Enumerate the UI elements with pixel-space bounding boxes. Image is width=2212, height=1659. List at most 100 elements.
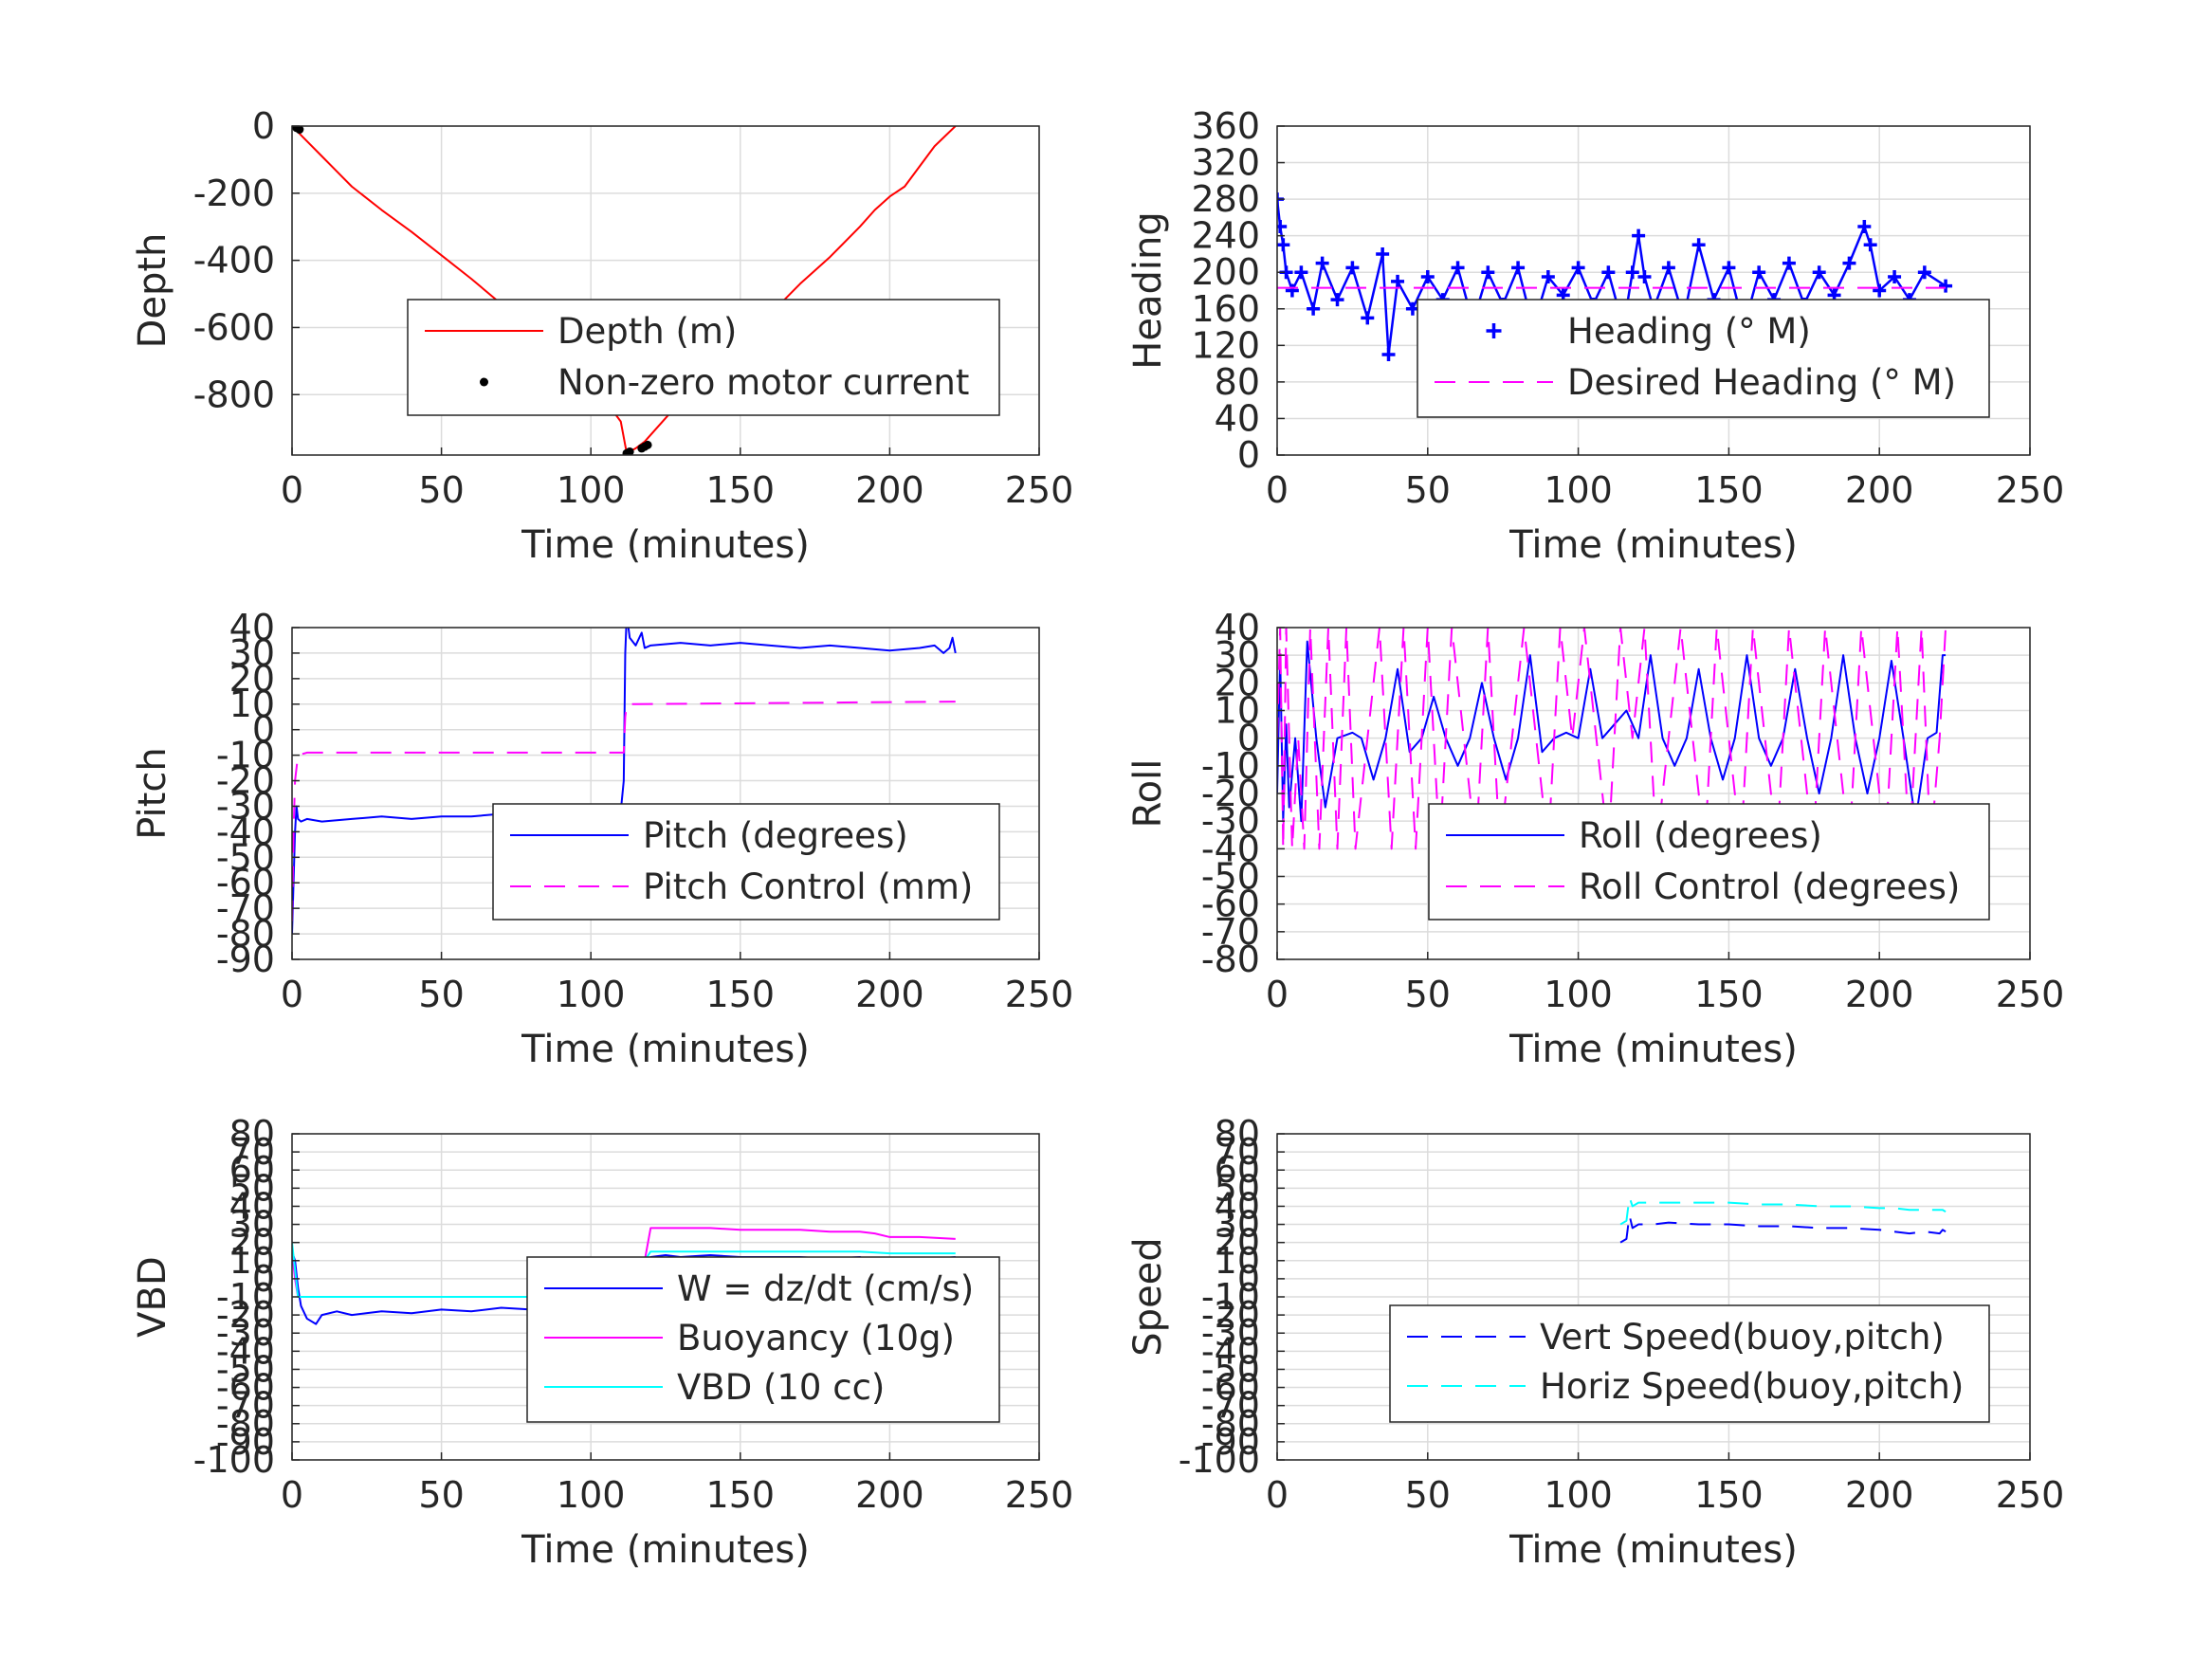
roll-ylabel: Roll bbox=[1126, 759, 1170, 829]
speed-xtick-label: 100 bbox=[1544, 1474, 1613, 1516]
roll-ytick-label: 30 bbox=[1215, 634, 1260, 676]
heading-series-0-marker bbox=[1888, 270, 1902, 284]
vbd-chart: 0 50 100 150 200 25080706050403020100-10-20-3… bbox=[131, 1113, 1073, 1572]
vbd-xtick-label: 0 bbox=[281, 1474, 303, 1516]
pitch-ytick-label: -90 bbox=[216, 939, 275, 980]
roll-ytick-label: -70 bbox=[1201, 911, 1260, 953]
heading-xtick-label: 150 bbox=[1694, 469, 1764, 511]
speed-ytick-label: -40 bbox=[1201, 1330, 1260, 1372]
vbd-ytick-label: -50 bbox=[216, 1348, 275, 1390]
heading-series-0-marker bbox=[1625, 265, 1639, 280]
vbd-ytick-label: 40 bbox=[229, 1185, 275, 1227]
speed-legend: Vert Speed(buoy,pitch) Horiz Speed(buoy,p… bbox=[1389, 1304, 1990, 1423]
depth-ylabel: Depth bbox=[131, 233, 174, 349]
pitch-ytick-label: -70 bbox=[216, 887, 275, 929]
pitch-axes-box bbox=[291, 627, 1040, 960]
vbd-ytick-label: 70 bbox=[229, 1131, 275, 1173]
speed-xtick-label: 50 bbox=[1405, 1474, 1451, 1516]
heading-series-0-marker bbox=[1637, 270, 1652, 284]
speed-ytick-label: 50 bbox=[1215, 1167, 1260, 1209]
speed-xtick-label: 0 bbox=[1266, 1474, 1289, 1516]
depth-ytick-label: -200 bbox=[193, 173, 275, 214]
heading-series-0-marker bbox=[1391, 274, 1405, 288]
heading-series-0-marker bbox=[1277, 220, 1288, 234]
speed-series-group bbox=[1619, 1195, 1947, 1244]
heading-chart: 0 50 100 150 200 2500408012016020024028032036… bbox=[1126, 105, 2064, 567]
speed-ytick-label: -20 bbox=[1201, 1294, 1260, 1336]
roll-ytick-label: -20 bbox=[1201, 773, 1260, 814]
pitch-ylabel: Pitch bbox=[131, 747, 174, 839]
heading-series-0-marker bbox=[1571, 261, 1585, 275]
roll-xtick-label: 150 bbox=[1694, 974, 1764, 1015]
vbd-legend-label: W = dz/dt (cm/s) bbox=[677, 1268, 974, 1309]
speed-ytick-label: 10 bbox=[1215, 1240, 1260, 1282]
heading-ytick-label: 200 bbox=[1191, 251, 1260, 293]
depth-ytick-label: -400 bbox=[193, 240, 275, 282]
pitch-xtick-label: 0 bbox=[281, 974, 303, 1015]
pitch-ytick-label: -80 bbox=[216, 913, 275, 955]
roll-xtick-label: 100 bbox=[1544, 974, 1613, 1015]
speed-xtick-label: 250 bbox=[1996, 1474, 2065, 1516]
vbd-legend: W = dz/dt (cm/s) Buoyancy (10g) VBD (10 cc… bbox=[526, 1256, 1000, 1423]
pitch-xtick-label: 50 bbox=[418, 974, 464, 1015]
pitch-xtick-label: 100 bbox=[557, 974, 626, 1015]
depth-legend-box bbox=[407, 299, 1000, 416]
heading-series-0-marker bbox=[1361, 311, 1375, 325]
speed-ytick-label: 0 bbox=[1237, 1258, 1260, 1300]
roll-series-group bbox=[1277, 628, 1947, 850]
vbd-ytick-label: 20 bbox=[229, 1222, 275, 1264]
roll-ytick-label: -30 bbox=[1201, 800, 1260, 842]
heading-series-0-marker bbox=[1917, 265, 1931, 280]
heading-series-0-marker bbox=[1752, 265, 1766, 280]
heading-series-0-marker bbox=[1381, 347, 1396, 361]
speed-legend-label: Horiz Speed(buoy,pitch) bbox=[1540, 1366, 1964, 1407]
roll-ytick-label: 10 bbox=[1215, 690, 1260, 732]
vbd-ytick-label: -90 bbox=[216, 1421, 275, 1463]
speed-ytick-label: 60 bbox=[1215, 1149, 1260, 1191]
roll-chart: 0 50 100 150 200 250403020100-10-20-30-40-50-… bbox=[1126, 607, 2064, 1071]
roll-ytick-label: -10 bbox=[1201, 745, 1260, 787]
roll-xtick-label: 200 bbox=[1845, 974, 1914, 1015]
heading-ytick-label: 320 bbox=[1191, 142, 1260, 184]
heading-legend-box bbox=[1417, 299, 1990, 418]
pitch-series-1-line bbox=[292, 701, 956, 921]
heading-series-0-marker bbox=[1939, 279, 1953, 293]
vbd-ytick-label: -80 bbox=[216, 1403, 275, 1445]
speed-ytick-label: -70 bbox=[1201, 1385, 1260, 1427]
heading-series-0-marker bbox=[1420, 270, 1435, 284]
heading-series-0-marker bbox=[1285, 283, 1299, 298]
heading-series-0-marker bbox=[1782, 256, 1796, 270]
heading-ytick-label: 160 bbox=[1191, 288, 1260, 330]
heading-series-0-marker bbox=[1873, 283, 1887, 298]
vbd-ytick-label: -100 bbox=[193, 1439, 275, 1481]
heading-xtick-label: 100 bbox=[1544, 469, 1613, 511]
heading-legend-label: Desired Heading (° M) bbox=[1567, 362, 1956, 403]
pitch-xtick-label: 250 bbox=[1005, 974, 1074, 1015]
heading-series-0-marker bbox=[1722, 261, 1736, 275]
depth-ytick-label: -800 bbox=[193, 374, 275, 415]
roll-xtick-label: 0 bbox=[1266, 974, 1289, 1015]
speed-ytick-label: -30 bbox=[1201, 1312, 1260, 1354]
depth-legend-label: Depth (m) bbox=[558, 311, 737, 352]
pitch-legend-box bbox=[492, 803, 1000, 921]
heading-series-0-marker bbox=[1812, 265, 1826, 280]
vbd-series-2-line bbox=[292, 1242, 956, 1298]
roll-xlabel: Time (minutes) bbox=[1508, 1028, 1798, 1071]
speed-ytick-label: 40 bbox=[1215, 1185, 1260, 1227]
pitch-legend-label: Pitch Control (mm) bbox=[643, 866, 973, 907]
pitch-xlabel: Time (minutes) bbox=[521, 1028, 810, 1071]
speed-xlabel: Time (minutes) bbox=[1508, 1528, 1798, 1572]
speed-xtick-label: 150 bbox=[1694, 1474, 1764, 1516]
depth-xtick-label: 50 bbox=[418, 469, 464, 511]
depth-legend-swatch bbox=[480, 377, 488, 387]
vbd-legend-label: Buoyancy (10g) bbox=[677, 1318, 955, 1358]
vbd-ytick-label: 30 bbox=[229, 1204, 275, 1246]
heading-series-0-marker bbox=[1661, 261, 1675, 275]
roll-ytick-label: -80 bbox=[1201, 939, 1260, 980]
speed-legend-label: Vert Speed(buoy,pitch) bbox=[1540, 1317, 1945, 1358]
roll-xtick-label: 50 bbox=[1405, 974, 1451, 1015]
depth-xtick-label: 0 bbox=[281, 469, 303, 511]
vbd-xlabel: Time (minutes) bbox=[521, 1528, 810, 1572]
heading-series-0-marker bbox=[1481, 265, 1495, 280]
depth-series-1-point bbox=[295, 126, 304, 135]
